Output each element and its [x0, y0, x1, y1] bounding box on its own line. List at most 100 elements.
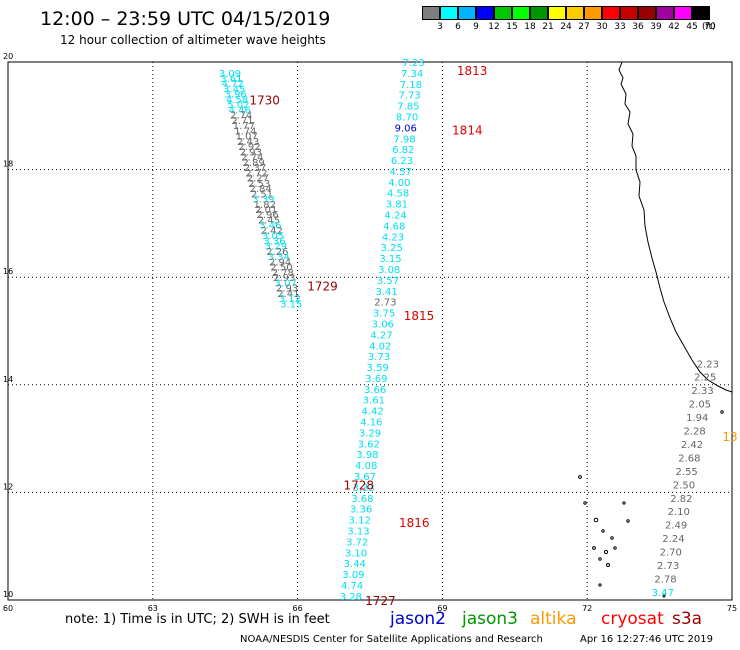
wave-height-label: 5.02	[227, 100, 249, 111]
island	[610, 536, 614, 540]
wave-height-label: 2.25	[694, 373, 716, 384]
wave-height-label: 2.05	[689, 400, 711, 411]
wave-height-label: 4.08	[355, 461, 377, 472]
island	[603, 549, 609, 555]
legend-swatch	[692, 6, 710, 20]
wave-height-label: 1.94	[686, 413, 708, 424]
track-label: 1727	[365, 594, 396, 608]
wave-height-label: 2.94	[269, 257, 291, 268]
wave-height-label: 3.07	[275, 278, 297, 289]
legend-label: 30	[596, 22, 608, 32]
legend-label: 33	[614, 22, 626, 32]
wave-height-label: 3.62	[358, 439, 380, 450]
legend-label: 70	[704, 22, 716, 32]
lat-tick-label: 10	[3, 590, 13, 599]
island	[720, 410, 724, 414]
wave-height-label: 3.59	[367, 363, 389, 374]
lat-tick-label: 16	[3, 267, 13, 276]
wave-height-label: 4.23	[382, 232, 404, 243]
wave-height-label: 3.46	[259, 221, 281, 232]
page-subtitle: 12 hour collection of altimeter wave hei…	[60, 33, 326, 47]
wave-height-label: 4.68	[383, 221, 405, 232]
wave-height-label: 3.81	[386, 200, 408, 211]
wave-height-label: 3.36	[350, 505, 372, 516]
wave-height-label: 4.27	[370, 330, 392, 341]
track-label: 13	[722, 430, 737, 444]
footer-note: note: 1) Time is in UTC; 2) SWH is in fe…	[65, 612, 330, 627]
generation-timestamp: Apr 16 12:27:46 UTC 2019	[580, 634, 713, 645]
legend-label: 15	[506, 22, 518, 32]
lon-tick-label: 69	[437, 604, 447, 613]
wave-height-label: 3.06	[372, 319, 394, 330]
legend-swatch	[656, 6, 674, 20]
wave-height-label: 3.29	[359, 428, 381, 439]
wave-height-label: 3.47	[652, 588, 674, 599]
wave-height-label: 3.33	[353, 483, 375, 494]
legend-swatch	[422, 6, 440, 20]
pass-track-labels: 1813 1814 1730 1729 1815 1728 1816 1727 13	[249, 64, 737, 608]
wave-height-label: 2.93	[276, 284, 298, 295]
lat-tick-label: 18	[3, 160, 13, 169]
legend-swatch	[512, 6, 530, 20]
legend-swatch	[458, 6, 476, 20]
wave-height-label: 2.55	[676, 467, 698, 478]
wave-height-label: 2.71	[231, 116, 253, 127]
wave-height-label: 3.69	[365, 374, 387, 385]
wave-height-label: 7.85	[397, 102, 419, 113]
track-label: 1730	[249, 94, 280, 108]
wave-height-label: 2.50	[673, 480, 695, 491]
wave-height-label: 3.28	[340, 592, 362, 603]
legend-swatch	[602, 6, 620, 20]
wave-height-label: 2.89	[243, 158, 265, 169]
legend-label: 18	[524, 22, 536, 32]
wave-height-label: 2.42	[681, 440, 703, 451]
island	[606, 563, 610, 567]
track-label: 1728	[343, 478, 374, 492]
wave-height-label: 2.73	[657, 561, 679, 572]
satellite-name: cryosat	[601, 609, 664, 629]
wave-height-label: 2.82	[670, 494, 692, 505]
wave-height-label: 2.26	[266, 247, 288, 258]
legend-unit: (ft)	[702, 22, 716, 32]
wave-height-label: 1.82	[254, 200, 276, 211]
wave-height-label: 2.27	[247, 174, 269, 185]
wave-height-label: 3.36	[263, 236, 285, 247]
wave-height-label: 4.16	[360, 418, 382, 429]
wave-height-label: 1.77	[233, 121, 255, 132]
wave-height-label: 3.61	[363, 396, 385, 407]
page-title: 12:00 – 23:59 UTC 04/15/2019	[40, 8, 331, 30]
lat-tick-label: 12	[3, 482, 13, 491]
wave-height-label: 4.58	[226, 95, 248, 106]
legend-label: 45	[686, 22, 698, 32]
wave-height-label: 2.72	[245, 168, 267, 179]
island	[583, 501, 587, 505]
wave-height-label: 2.84	[249, 184, 271, 195]
coastline	[618, 61, 733, 393]
wave-height-label: 3.34	[268, 252, 290, 263]
wave-height-label: 7.98	[393, 134, 415, 145]
wave-height-label: 3.25	[381, 243, 403, 254]
wave-height-label: 2.50	[270, 263, 292, 274]
wave-height-label: 2.68	[678, 453, 700, 464]
grid-lines	[8, 62, 732, 600]
wave-height-label: 3.57	[377, 276, 399, 287]
wave-height-label: 4.24	[384, 211, 406, 222]
credit-line: NOAA/NESDIS Center for Satellite Applica…	[240, 634, 543, 645]
legend-label: 21	[542, 22, 554, 32]
wave-height-label: 4.57	[390, 167, 412, 178]
wave-height-label: 2.70	[660, 548, 682, 559]
wave-height-label: 4.74	[341, 581, 363, 592]
wave-height-label: 4.46	[229, 105, 251, 116]
wave-height-label: 2.73	[374, 298, 396, 309]
island	[598, 583, 602, 587]
wave-height-label: 4.02	[369, 341, 391, 352]
wave-height-label: 2.28	[683, 427, 705, 438]
legend-swatch	[548, 6, 566, 20]
wave-height-label: 2.41	[277, 289, 299, 300]
legend-swatch	[494, 6, 512, 20]
island	[592, 546, 596, 550]
wave-height-label: 4.42	[361, 407, 383, 418]
wave-height-label: 3.68	[351, 494, 373, 505]
lon-tick-label: 60	[3, 604, 13, 613]
